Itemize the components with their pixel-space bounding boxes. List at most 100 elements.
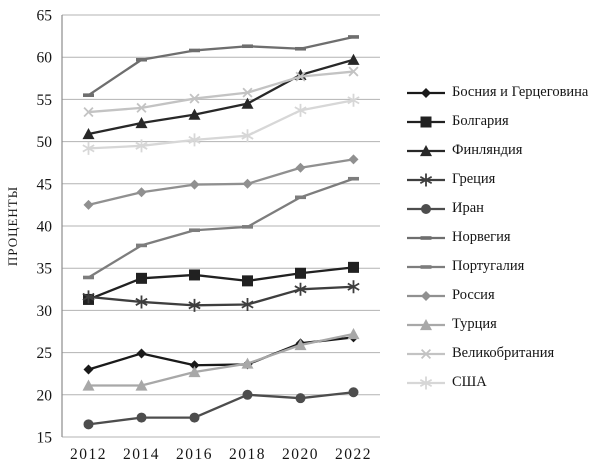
x-tick-label: 2022 bbox=[335, 446, 372, 463]
gridlines bbox=[62, 14, 380, 438]
dash-marker bbox=[295, 195, 306, 200]
legend-item: Великобритания bbox=[406, 339, 588, 368]
square-marker bbox=[420, 116, 432, 127]
legend-item: Болгария bbox=[406, 107, 588, 136]
legend-swatch bbox=[407, 348, 445, 359]
plot-area: 65 60 55 50 45 40 35 30 25 20 15 2012 2014 2016 2018 20… bbox=[5, 8, 380, 464]
x-tick-label: 2018 bbox=[229, 446, 266, 463]
legend-item: США bbox=[406, 368, 588, 397]
diamond-marker bbox=[421, 87, 431, 98]
asterisk-marker bbox=[347, 280, 360, 294]
dash-marker bbox=[189, 228, 200, 233]
series-line bbox=[88, 285, 354, 307]
series-3 bbox=[82, 280, 360, 312]
y-tick-label: 60 bbox=[37, 50, 53, 67]
asterisk-marker bbox=[241, 129, 254, 143]
legend-label: США bbox=[452, 374, 487, 391]
legend-label: Босния и Герцеговина bbox=[452, 84, 589, 101]
axis-tick-labels: 65 60 55 50 45 40 35 30 25 20 15 2012 2014 2016 2018 20… bbox=[37, 8, 372, 464]
series-2 bbox=[82, 53, 360, 140]
legend-swatch bbox=[407, 203, 445, 214]
asterisk-marker bbox=[294, 103, 307, 117]
legend-label: Турция bbox=[452, 316, 497, 333]
dash-marker bbox=[295, 46, 306, 51]
legend-swatch bbox=[407, 173, 445, 186]
triangle-marker bbox=[420, 144, 432, 156]
dash-marker bbox=[348, 176, 359, 181]
y-tick-label: 40 bbox=[37, 219, 53, 236]
asterisk-marker bbox=[419, 173, 433, 186]
asterisk-marker bbox=[419, 376, 433, 389]
legend-label: Иран bbox=[452, 200, 484, 217]
series-line bbox=[88, 99, 354, 150]
diamond-marker bbox=[242, 178, 253, 189]
dash-marker bbox=[189, 48, 200, 53]
dash-marker bbox=[136, 243, 147, 248]
legend-item: Босния и Герцеговина bbox=[406, 78, 588, 107]
asterisk-marker bbox=[188, 298, 201, 312]
legend-swatch bbox=[407, 116, 445, 127]
series-10 bbox=[82, 93, 360, 155]
diamond-marker bbox=[136, 187, 147, 198]
x-tick-label: 2012 bbox=[70, 446, 107, 463]
asterisk-marker bbox=[135, 139, 148, 153]
y-axis-title: ПРОЦЕНТЫ bbox=[5, 186, 20, 266]
triangle-marker bbox=[347, 328, 360, 340]
y-tick-label: 45 bbox=[37, 176, 53, 193]
legend-item: Финляндия bbox=[406, 136, 588, 165]
legend-swatch bbox=[407, 144, 445, 156]
legend-item: Иран bbox=[406, 194, 588, 223]
dash-marker bbox=[136, 57, 147, 62]
square-marker bbox=[136, 272, 147, 284]
diamond-marker bbox=[295, 162, 306, 173]
series-lines bbox=[82, 35, 360, 430]
x-tick-label: 2014 bbox=[123, 446, 160, 463]
circle-marker bbox=[136, 412, 147, 423]
x-marker bbox=[189, 93, 200, 104]
triangle-marker bbox=[241, 357, 254, 369]
asterisk-marker bbox=[347, 93, 360, 107]
asterisk-marker bbox=[82, 290, 95, 304]
legend-swatch bbox=[407, 235, 445, 240]
triangle-marker bbox=[420, 318, 432, 330]
circle-marker bbox=[83, 419, 94, 430]
series-line bbox=[88, 391, 354, 426]
legend-item: Россия bbox=[406, 281, 588, 310]
square-marker bbox=[189, 269, 200, 281]
series-7 bbox=[83, 154, 359, 210]
legend-swatch bbox=[407, 318, 445, 330]
x-marker bbox=[242, 87, 253, 98]
series-line bbox=[88, 158, 354, 207]
legend-label: Португалия bbox=[452, 258, 525, 275]
legend-item: Норвегия bbox=[406, 223, 588, 252]
asterisk-marker bbox=[241, 297, 254, 311]
x-marker bbox=[83, 107, 94, 118]
legend-label: Великобритания bbox=[452, 345, 555, 362]
dash-marker bbox=[420, 264, 432, 269]
dash-marker bbox=[420, 235, 432, 240]
x-tick-label: 2016 bbox=[176, 446, 213, 463]
y-tick-label: 20 bbox=[37, 387, 53, 404]
legend-item: Португалия bbox=[406, 252, 588, 281]
asterisk-marker bbox=[135, 295, 148, 309]
diamond-marker bbox=[83, 199, 94, 210]
circle-marker bbox=[421, 203, 431, 214]
asterisk-marker bbox=[188, 133, 201, 147]
diamond-marker bbox=[189, 179, 200, 190]
y-tick-label: 55 bbox=[37, 92, 53, 109]
triangle-marker bbox=[135, 117, 148, 129]
series-6 bbox=[83, 176, 359, 280]
x-tick-label: 2020 bbox=[282, 446, 319, 463]
square-marker bbox=[242, 275, 253, 287]
legend-label: Финляндия bbox=[452, 142, 523, 159]
x-marker bbox=[348, 66, 359, 77]
legend-label: Греция bbox=[452, 171, 496, 188]
chart-legend: Босния и Герцеговина Болгария Финляндия Гре… bbox=[406, 78, 588, 397]
triangle-marker bbox=[188, 366, 201, 378]
square-marker bbox=[348, 261, 359, 273]
asterisk-marker bbox=[82, 141, 95, 155]
triangle-marker bbox=[135, 379, 148, 391]
x-marker bbox=[295, 71, 306, 82]
legend-swatch bbox=[407, 264, 445, 269]
